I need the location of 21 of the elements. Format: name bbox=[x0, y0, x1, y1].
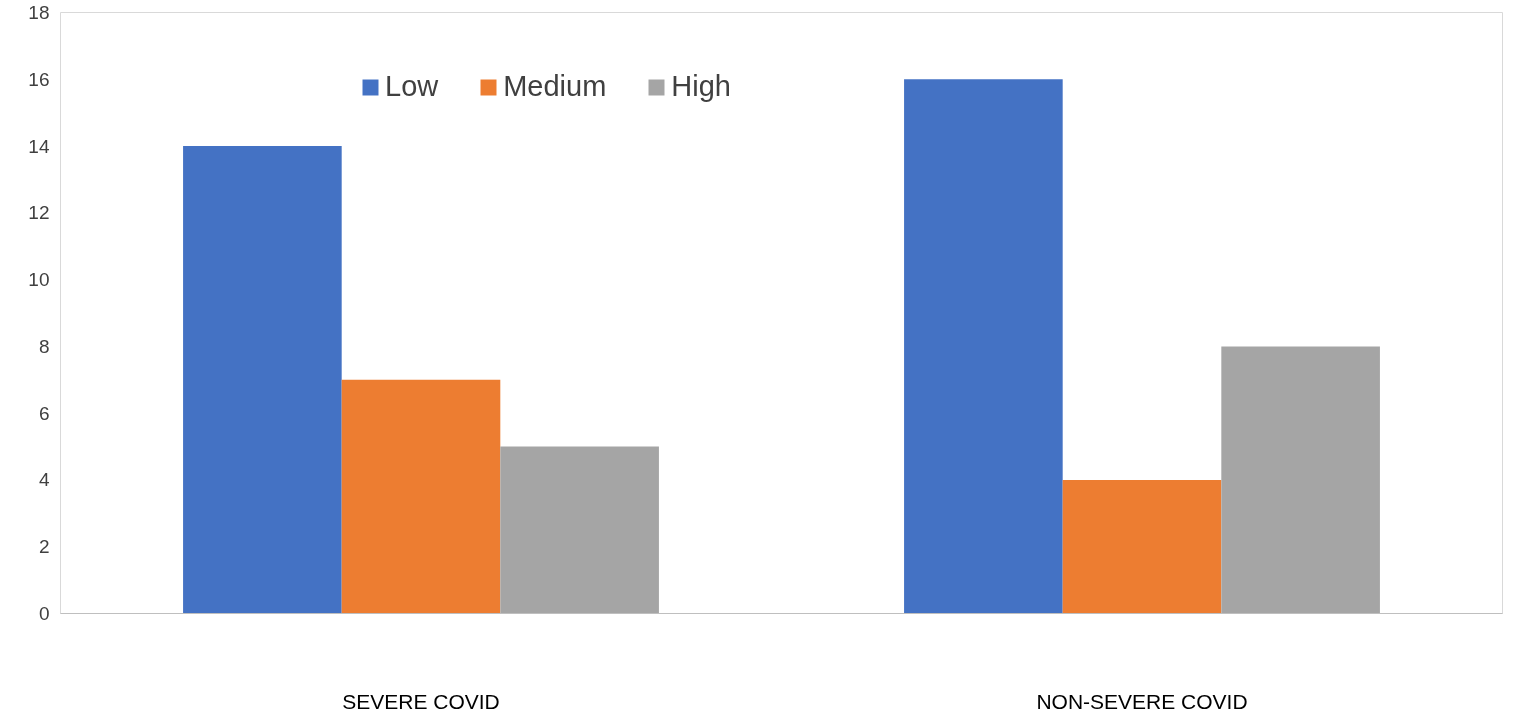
y-tick-label: 4 bbox=[38, 469, 50, 491]
x-tick-label: NON-SEVERE COVID bbox=[1036, 689, 1248, 713]
y-tick-label: 16 bbox=[28, 68, 50, 90]
y-tick-label: 12 bbox=[28, 202, 50, 224]
x-tick-label: SEVERE COVID bbox=[342, 689, 500, 713]
bar bbox=[904, 79, 1063, 614]
bar bbox=[183, 146, 342, 614]
y-tick-label: 18 bbox=[28, 2, 50, 23]
y-tick-label: 6 bbox=[38, 402, 50, 424]
bar bbox=[1221, 346, 1380, 614]
legend-label: High bbox=[671, 70, 732, 103]
y-tick-label: 2 bbox=[38, 536, 50, 558]
legend-label: Medium bbox=[503, 70, 607, 103]
y-tick-label: 8 bbox=[38, 335, 50, 357]
bar bbox=[341, 379, 501, 614]
legend-label: Low bbox=[385, 70, 439, 103]
y-tick-label: 14 bbox=[28, 135, 50, 157]
bar bbox=[500, 446, 659, 614]
y-tick-label: 10 bbox=[28, 269, 50, 291]
y-tick-label: 0 bbox=[38, 603, 50, 624]
bar bbox=[1062, 479, 1222, 614]
